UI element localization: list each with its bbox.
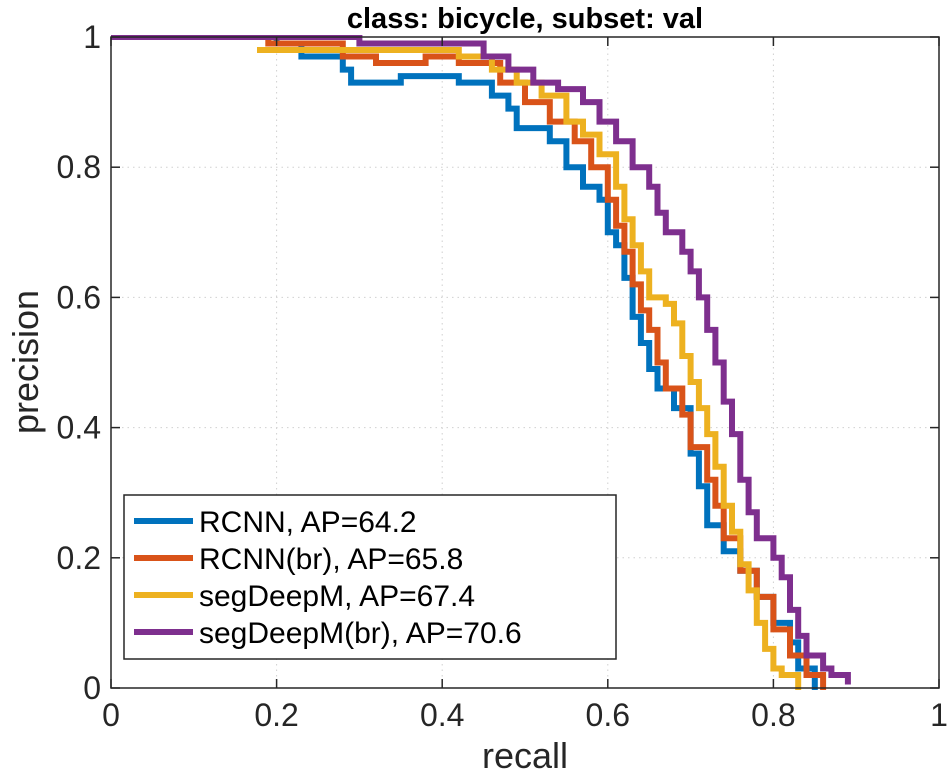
x-axis-label: recall — [482, 735, 568, 776]
x-tick-label: 0.6 — [586, 697, 630, 733]
x-tick-label: 0.2 — [254, 697, 298, 733]
y-tick-label: 0.8 — [57, 149, 101, 185]
y-axis-label: precision — [5, 290, 46, 434]
legend-label-4: segDeepM(br), AP=70.6 — [199, 617, 522, 650]
y-tick-label: 0 — [83, 670, 101, 706]
x-tick-label: 0.4 — [420, 697, 464, 733]
chart-title: class: bicycle, subset: val — [347, 3, 703, 35]
axis-ticks: 0 0.2 0.4 0.6 0.8 1 0 0.2 0.4 0.6 0.8 1 — [57, 19, 948, 733]
legend: RCNN, AP=64.2 RCNN(br), AP=65.8 segDeepM, … — [123, 494, 617, 660]
x-tick-label: 0.8 — [751, 697, 795, 733]
legend-box — [123, 494, 617, 660]
y-tick-label: 0.6 — [57, 279, 101, 315]
legend-label-2: RCNN(br), AP=65.8 — [199, 543, 463, 576]
plot-lines — [111, 35, 851, 690]
x-tick-label: 1 — [930, 697, 948, 733]
legend-label-1: RCNN, AP=64.2 — [199, 506, 417, 539]
y-tick-label: 0.4 — [57, 410, 101, 446]
x-tick-label: 0 — [102, 697, 120, 733]
y-tick-label: 0.2 — [57, 540, 101, 576]
axes-box — [110, 36, 940, 689]
series-line-4 — [111, 35, 851, 685]
series-line-3 — [257, 47, 802, 690]
legend-label-3: segDeepM, AP=67.4 — [199, 580, 475, 613]
y-tick-label: 1 — [83, 19, 101, 55]
